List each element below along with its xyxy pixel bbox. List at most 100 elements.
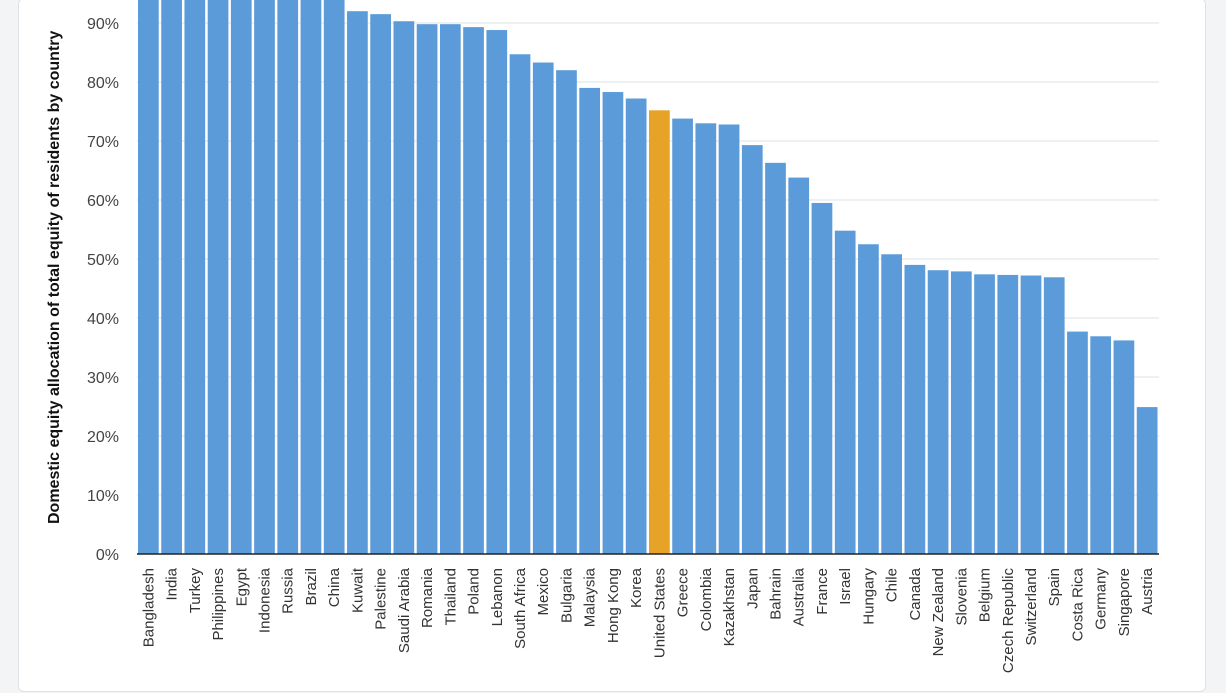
bar-bahrain xyxy=(765,162,786,554)
bar-malaysia xyxy=(579,87,601,555)
bar-korea xyxy=(625,98,647,555)
y-tick-label: 0% xyxy=(96,547,119,564)
y-axis-title: Domestic equity allocation of total equi… xyxy=(46,30,63,524)
bar-bangladesh xyxy=(138,0,159,554)
bar-greece xyxy=(672,118,693,554)
bar-brazil xyxy=(300,0,322,554)
x-tick-label: Bulgaria xyxy=(558,567,575,623)
x-tick-label: Czech Republic xyxy=(1000,568,1017,674)
bar-australia xyxy=(788,177,810,554)
x-tick-label: Belgium xyxy=(977,568,994,622)
y-tick-label: 60% xyxy=(87,193,119,210)
bar-chart: 0% 10% 20% 30% 40% 50% 60% 70% 80% 90% Bangladesh… xyxy=(46,0,1159,673)
x-tick-label: Singapore xyxy=(1116,568,1133,636)
bar-kazakhstan xyxy=(718,124,740,554)
bar-south-africa xyxy=(509,54,531,555)
x-tick-label: Palestine xyxy=(373,568,390,630)
bar-france xyxy=(811,202,833,554)
y-tick-label: 20% xyxy=(87,429,119,446)
bar-indonesia xyxy=(254,0,275,554)
bar-israel xyxy=(834,230,856,554)
y-tick-label: 70% xyxy=(87,134,119,151)
y-axis-ticks: 0% 10% 20% 30% 40% 50% 60% 70% 80% 90% xyxy=(87,16,119,564)
x-tick-label: Costa Rica xyxy=(1069,567,1086,641)
x-tick-label: South Africa xyxy=(512,567,529,649)
x-tick-label: Philippines xyxy=(210,568,227,641)
bar-germany xyxy=(1090,336,1112,554)
bar-colombia xyxy=(695,123,717,555)
bar-turkey xyxy=(184,0,206,554)
bar-switzerland xyxy=(1020,275,1042,554)
bar-japan xyxy=(741,145,763,554)
x-tick-label: Kuwait xyxy=(349,567,366,613)
bar-new-zealand xyxy=(927,270,949,554)
x-tick-label: Egypt xyxy=(233,567,250,606)
x-tick-label: Hungary xyxy=(860,568,877,625)
x-tick-label: Russia xyxy=(280,567,297,614)
x-tick-label: Romania xyxy=(419,567,436,628)
x-tick-label: Switzerland xyxy=(1023,568,1040,646)
x-tick-label: Austria xyxy=(1139,567,1156,614)
x-tick-label: United States xyxy=(651,568,668,658)
x-tick-label: Colombia xyxy=(698,567,715,631)
x-tick-label: Indonesia xyxy=(257,567,274,633)
x-tick-label: Poland xyxy=(466,568,483,615)
bar-china xyxy=(323,0,345,554)
bar-czech-republic xyxy=(997,274,1019,554)
bar-lebanon xyxy=(486,30,508,554)
chart-card: 0% 10% 20% 30% 40% 50% 60% 70% 80% 90% Bangladesh… xyxy=(18,0,1206,692)
x-tick-label: Canada xyxy=(907,567,924,620)
x-tick-label: France xyxy=(814,568,831,615)
bar-poland xyxy=(463,27,484,554)
x-axis-labels: Bangladesh India Turkey Philippines Egypt Ind… xyxy=(140,567,1156,673)
x-tick-label: Australia xyxy=(791,567,808,626)
x-tick-label: Spain xyxy=(1046,568,1063,606)
bar-united-states xyxy=(649,110,670,554)
bar-kuwait xyxy=(347,11,368,554)
bar-singapore xyxy=(1113,340,1135,554)
x-tick-label: Israel xyxy=(837,568,854,605)
bar-mexico xyxy=(532,62,554,554)
bar-russia xyxy=(277,0,299,554)
bar-belgium xyxy=(974,274,995,554)
x-tick-label: Slovenia xyxy=(953,567,970,625)
x-tick-label: Greece xyxy=(675,568,692,617)
x-tick-label: Malaysia xyxy=(582,567,599,627)
y-tick-label: 10% xyxy=(87,488,119,505)
bar-austria xyxy=(1136,407,1158,554)
y-tick-label: 90% xyxy=(87,16,119,33)
x-tick-label: Thailand xyxy=(442,568,459,626)
bar-canada xyxy=(904,264,926,554)
bar-thailand xyxy=(439,24,461,555)
x-tick-label: Kazakhstan xyxy=(721,568,738,646)
bar-slovenia xyxy=(950,271,972,554)
x-tick-label: Turkey xyxy=(187,568,204,614)
bar-egypt xyxy=(230,0,252,554)
x-tick-label: Brazil xyxy=(303,568,320,606)
x-tick-label: Chile xyxy=(884,568,901,602)
bar-palestine xyxy=(370,14,391,554)
bar-costa-rica xyxy=(1067,331,1088,554)
y-tick-label: 30% xyxy=(87,370,119,387)
x-tick-label: Bangladesh xyxy=(140,568,157,647)
bar-romania xyxy=(416,24,438,555)
bar-chile xyxy=(881,254,902,554)
y-tick-label: 50% xyxy=(87,252,119,269)
x-tick-label: Japan xyxy=(744,568,761,609)
y-tick-label: 80% xyxy=(87,75,119,92)
x-tick-label: Korea xyxy=(628,567,645,608)
bar-bulgaria xyxy=(556,70,577,554)
x-tick-label: New Zealand xyxy=(930,568,947,656)
x-tick-label: Hong Kong xyxy=(605,568,622,643)
bar-hong-kong xyxy=(602,92,624,554)
y-tick-label: 40% xyxy=(87,311,119,328)
bar-spain xyxy=(1043,277,1065,554)
x-tick-label: Bahrain xyxy=(768,568,785,620)
bar-india xyxy=(161,0,182,554)
bars xyxy=(138,0,1158,555)
bar-saudi-arabia xyxy=(393,21,415,555)
x-tick-label: India xyxy=(164,567,181,600)
x-tick-label: Mexico xyxy=(535,568,552,616)
bar-philippines xyxy=(207,0,229,554)
x-tick-label: Germany xyxy=(1093,568,1110,630)
